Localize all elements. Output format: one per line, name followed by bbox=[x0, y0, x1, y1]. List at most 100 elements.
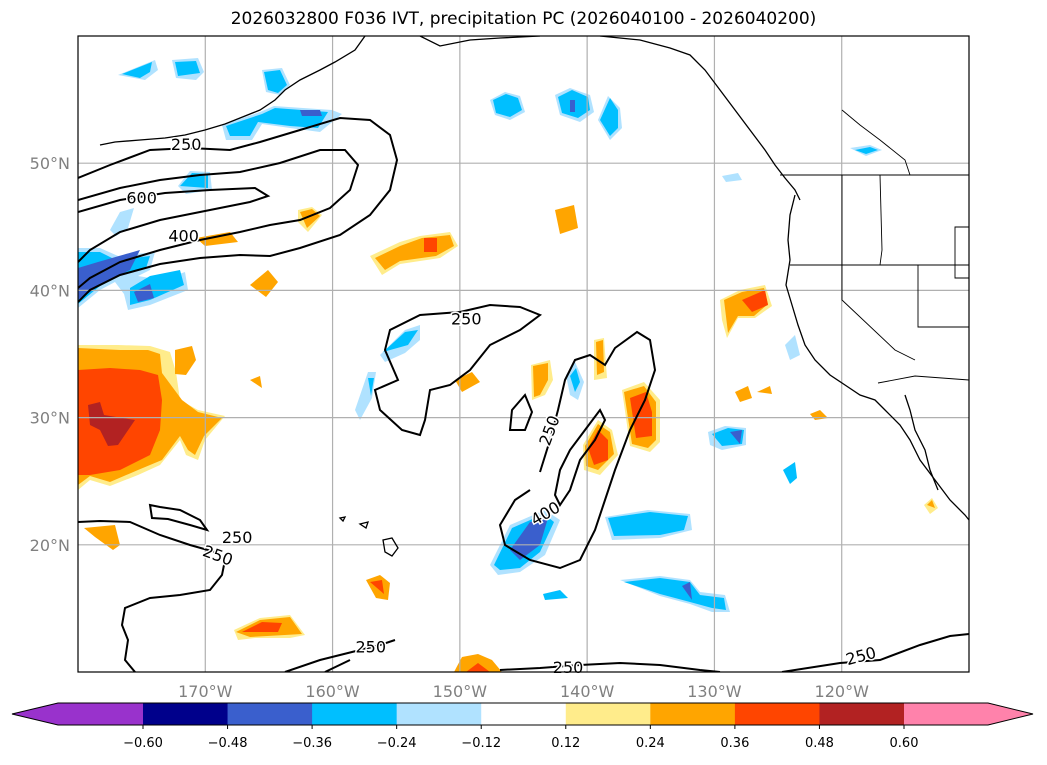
contour-label-text: 250 bbox=[171, 135, 202, 154]
contour-label-text: 250 bbox=[355, 638, 386, 657]
lon-tick-label: 160°W bbox=[305, 682, 360, 701]
colorbar-segment bbox=[650, 703, 736, 725]
colorbar-tick-label: −0.36 bbox=[292, 736, 332, 751]
contour-label: 250 bbox=[354, 636, 388, 658]
latitude-tick-labels: 50°N 40°N 30°N 20°N bbox=[30, 154, 70, 555]
precip-patch bbox=[84, 525, 120, 550]
precip-patch bbox=[588, 430, 608, 465]
contour-label-text: 250 bbox=[222, 528, 253, 547]
contour-label: 250 bbox=[449, 308, 483, 330]
precip-patch bbox=[134, 284, 154, 302]
precip-patch bbox=[927, 500, 935, 508]
state-border bbox=[879, 174, 883, 266]
colorbar-tick-label: 0.36 bbox=[720, 736, 749, 751]
ivt-contour-250 bbox=[498, 330, 657, 570]
lat-tick-label: 20°N bbox=[30, 536, 70, 555]
state-border bbox=[954, 226, 969, 279]
ivt-contour-250 bbox=[508, 393, 534, 431]
colorbar-segment bbox=[481, 703, 567, 725]
precip-patch bbox=[424, 238, 437, 252]
north-america-coastline bbox=[785, 194, 969, 521]
precip-patch bbox=[608, 512, 688, 536]
colorbar-segment bbox=[227, 703, 313, 725]
state-borders bbox=[780, 109, 969, 384]
precip-patch bbox=[570, 100, 575, 112]
chart-title: 2026032800 F036 IVT, precipitation PC (2… bbox=[230, 9, 817, 29]
state-border bbox=[841, 175, 916, 361]
ivt-contours bbox=[78, 116, 969, 672]
coastlines bbox=[99, 36, 969, 557]
state-border bbox=[917, 265, 969, 328]
ivt-contour-250 bbox=[781, 633, 969, 672]
precip-patch bbox=[250, 376, 262, 388]
precip-patch bbox=[543, 590, 568, 600]
precip-patch bbox=[533, 363, 548, 397]
ivt-contour-250 bbox=[78, 116, 399, 303]
colorbar-extend-high bbox=[904, 703, 1033, 725]
precip-patch bbox=[368, 378, 374, 396]
state-border bbox=[841, 109, 911, 176]
precip-patch bbox=[466, 663, 490, 672]
gridlines bbox=[78, 36, 969, 672]
colorbar-segment bbox=[819, 703, 905, 725]
ivt-contour-400 bbox=[78, 149, 360, 289]
colorbar-tick-label: −0.60 bbox=[123, 736, 163, 751]
colorbar-tick-label: 0.24 bbox=[636, 736, 665, 751]
contour-label-text: 250 bbox=[844, 643, 878, 669]
colorbar-tick-label: −0.48 bbox=[208, 736, 248, 751]
contour-label: 250 bbox=[220, 527, 254, 549]
alaska-coastline bbox=[419, 36, 541, 47]
contour-label-text: 400 bbox=[168, 227, 199, 246]
precip-patch bbox=[596, 340, 604, 375]
precip-patch bbox=[570, 368, 580, 392]
contour-label: 250 bbox=[169, 134, 203, 156]
precip-patch bbox=[785, 335, 800, 360]
precip-patch bbox=[783, 462, 797, 484]
precip-patch bbox=[175, 346, 196, 375]
lon-tick-label: 150°W bbox=[433, 682, 488, 701]
mexico-border bbox=[877, 375, 969, 384]
hawaii-island bbox=[338, 516, 347, 523]
lon-tick-label: 140°W bbox=[560, 682, 615, 701]
alaska-coastline bbox=[99, 36, 366, 146]
hawaii-island bbox=[358, 521, 369, 530]
map-frame bbox=[77, 35, 970, 673]
contour-label-text: 250 bbox=[553, 658, 584, 677]
precip-patch bbox=[455, 372, 480, 392]
ivt-contour-400 bbox=[553, 408, 607, 507]
colorbar-segment bbox=[565, 703, 651, 725]
precip-patch bbox=[180, 173, 208, 188]
precip-patch bbox=[370, 580, 384, 594]
precip-patch bbox=[600, 98, 618, 136]
precip-patch bbox=[735, 386, 752, 402]
precip-patch bbox=[722, 173, 742, 182]
colorbar-segment bbox=[312, 703, 398, 725]
ivt-contour-250 bbox=[324, 659, 351, 672]
precip-patch bbox=[122, 62, 152, 78]
precip-patch bbox=[300, 110, 322, 116]
colorbar-segment bbox=[143, 703, 229, 725]
lat-tick-label: 40°N bbox=[30, 281, 70, 300]
ivt-contour-250 bbox=[148, 503, 210, 532]
lon-tick-label: 120°W bbox=[815, 682, 870, 701]
precip-patch bbox=[682, 582, 692, 600]
contour-label: 600 bbox=[125, 187, 159, 209]
precip-patch bbox=[383, 330, 418, 352]
colorbar-segment bbox=[734, 703, 820, 725]
precip-patch bbox=[510, 518, 548, 560]
precip-patch bbox=[742, 290, 768, 312]
precip-patch bbox=[242, 622, 282, 632]
precip-patch bbox=[757, 386, 772, 394]
colorbar-extend-low bbox=[12, 703, 143, 725]
contour-label: 250 bbox=[551, 656, 585, 678]
alaska-coastline bbox=[599, 36, 801, 201]
precip-patch bbox=[730, 430, 742, 444]
hawaii-island bbox=[382, 537, 399, 557]
colorbar-segment bbox=[396, 703, 482, 725]
precip-patch bbox=[810, 410, 828, 420]
colorbar-tick-label: 0.60 bbox=[890, 736, 919, 751]
contour-label: 250 bbox=[842, 641, 879, 670]
lat-tick-label: 30°N bbox=[30, 409, 70, 428]
